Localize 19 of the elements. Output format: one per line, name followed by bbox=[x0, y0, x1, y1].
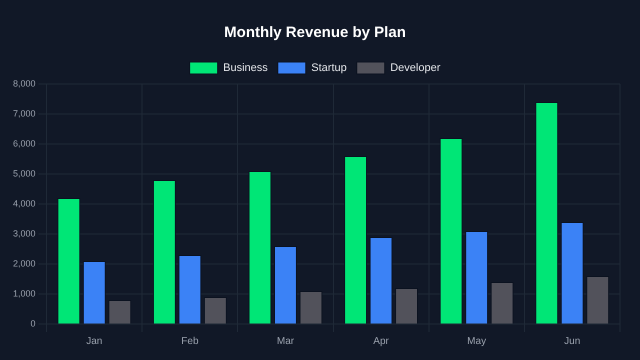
y-tick-label: 7,000 bbox=[12, 108, 36, 118]
x-tick-label: Feb bbox=[181, 336, 199, 347]
x-tick-label: May bbox=[467, 336, 486, 347]
y-tick-label: 0 bbox=[30, 318, 36, 328]
x-tick-label: Jan bbox=[86, 336, 102, 347]
x-tick-label: Apr bbox=[373, 336, 390, 347]
legend-label: Business bbox=[223, 62, 268, 74]
y-tick-label: 4,000 bbox=[12, 198, 36, 208]
legend-label: Developer bbox=[390, 62, 441, 74]
x-tick-label: Jun bbox=[564, 336, 580, 347]
y-tick-label: 5,000 bbox=[12, 168, 36, 178]
y-tick-label: 6,000 bbox=[12, 138, 36, 148]
chart-title: Monthly Revenue by Plan bbox=[224, 24, 406, 42]
y-tick-label: 2,000 bbox=[12, 258, 36, 268]
legend-label: Startup bbox=[311, 62, 347, 74]
x-tick-label: Mar bbox=[276, 336, 295, 347]
y-tick-label: 1,000 bbox=[12, 288, 36, 298]
y-tick-label: 8,000 bbox=[12, 78, 36, 88]
y-tick-label: 3,000 bbox=[12, 228, 36, 238]
